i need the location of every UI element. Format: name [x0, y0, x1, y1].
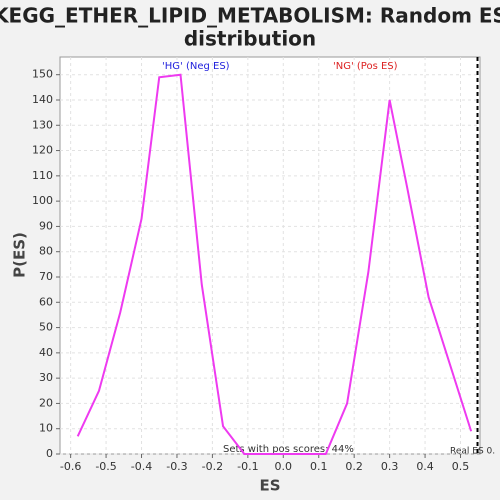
y-tick-label: 90: [39, 219, 53, 232]
y-tick-label: 120: [32, 144, 53, 157]
annotation: Sets with pos scores: 44%: [223, 444, 354, 455]
x-tick-label: 0.2: [345, 460, 363, 473]
x-tick-label: -0.2: [202, 460, 223, 473]
x-axis-label: ES: [259, 477, 280, 495]
x-tick-label: -0.3: [166, 460, 187, 473]
x-tick-label: 0.4: [416, 460, 434, 473]
x-tick-label: 0.0: [275, 460, 293, 473]
chart-title: distribution: [184, 27, 316, 51]
y-tick-label: 70: [39, 270, 53, 283]
y-tick-label: 110: [32, 169, 53, 182]
y-tick-label: 100: [32, 194, 53, 207]
x-tick-label: -0.4: [131, 460, 152, 473]
plot-area: [59, 56, 481, 455]
data-line: [76, 73, 473, 455]
y-tick-label: 10: [39, 422, 53, 435]
x-tick-label: 0.3: [381, 460, 399, 473]
y-tick-label: 60: [39, 295, 53, 308]
x-tick-label: 0.5: [452, 460, 470, 473]
y-tick-label: 0: [46, 447, 53, 460]
x-tick-label: -0.1: [237, 460, 258, 473]
y-tick-label: 140: [32, 93, 53, 106]
annotation: 'HG' (Neg ES): [162, 61, 230, 72]
chart-title: KEGG_ETHER_LIPID_METABOLISM: Random ES: [0, 4, 500, 28]
annotation: 'NG' (Pos ES): [333, 61, 398, 72]
x-tick-label: -0.5: [95, 460, 116, 473]
annotation: Real ES 0.: [450, 447, 495, 457]
x-tick-label: -0.6: [60, 460, 81, 473]
y-tick-label: 40: [39, 346, 53, 359]
x-tick-label: 0.1: [310, 460, 328, 473]
y-tick-label: 130: [32, 118, 53, 131]
y-tick-label: 20: [39, 396, 53, 409]
y-tick-label: 80: [39, 245, 53, 258]
y-tick-label: 150: [32, 68, 53, 81]
y-axis-label: P(ES): [11, 232, 29, 278]
y-tick-label: 50: [39, 321, 53, 334]
y-tick-label: 30: [39, 371, 53, 384]
